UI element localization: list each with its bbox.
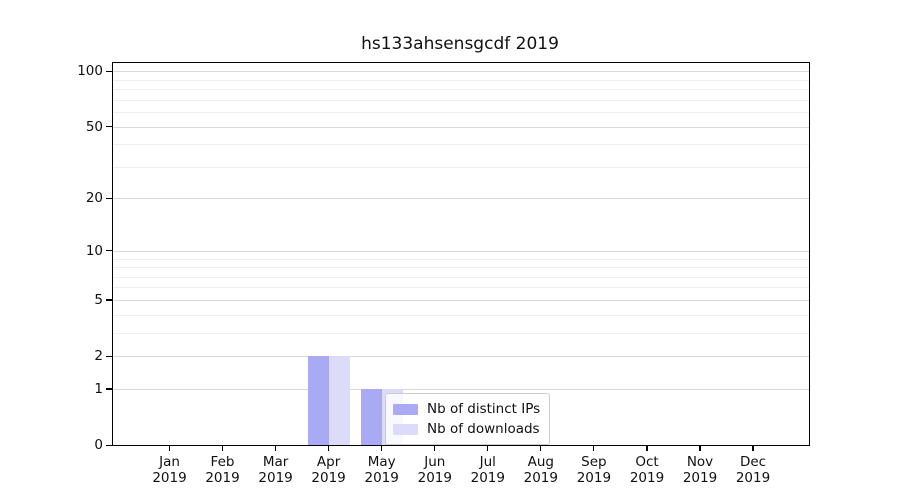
x-tick-mark-aug [540,445,542,451]
chart-title: hs133ahsensgcdf 2019 [361,34,559,54]
y-tick-label-0: 0 [94,437,103,453]
x-tick-label-apr: Apr 2019 [311,454,346,486]
x-tick-label-sep: Sep 2019 [576,454,612,486]
y-tick-mark-100 [106,70,112,72]
x-tick-mark-apr [328,445,330,451]
gridline-minor-y40 [113,144,809,146]
gridline-minor-y9 [113,258,809,260]
gridline-major-y10 [113,250,809,252]
legend-swatch-downloads [393,423,418,435]
y-tick-mark-1 [106,388,112,390]
y-tick-label-2: 2 [94,348,103,364]
legend-label: Nb of downloads [427,421,540,437]
x-tick-label-oct: Oct 2019 [629,454,665,486]
gridline-major-y2 [113,356,809,357]
gridline-minor-y4 [113,314,809,316]
gridline-minor-y70 [113,99,809,101]
x-tick-label-jun: Jun 2019 [417,454,452,486]
gridline-minor-y8 [113,267,809,268]
bar-downloads-apr [328,356,350,445]
y-tick-mark-50 [106,126,112,128]
x-tick-mark-mar [275,445,277,451]
x-tick-label-aug: Aug 2019 [523,454,558,486]
plot-area: 0 1 2 5 10 20 50 100 Jan 2019 Feb 2019 Mar 2019 Ap… [77,62,810,486]
gridline-major-y20 [113,198,809,200]
y-tick-mark-0 [106,444,112,446]
gridline-major-y100 [113,71,809,73]
y-tick-label-50: 50 [85,118,103,135]
gridline-minor-y90 [113,79,809,81]
legend-label: Nb of distinct IPs [427,401,541,417]
gridline-minor-y3 [113,332,809,334]
bar-distinct-ips-may [360,388,382,445]
gridline-major-y50 [113,126,809,128]
legend: Nb of distinct IPs Nb of downloads [385,393,551,445]
x-tick-label-mar: Mar 2019 [258,454,293,486]
x-tick-label-may: May 2019 [364,454,399,486]
gridline-minor-y60 [113,112,809,113]
x-tick-mark-oct [646,445,648,451]
x-tick-mark-sep [593,445,595,451]
y-tick-label-5: 5 [94,291,103,308]
gridline-minor-y6 [113,287,809,289]
x-tick-label-nov: Nov 2019 [682,454,718,486]
y-tick-label-1: 1 [94,380,103,397]
bar-distinct-ips-apr [307,356,329,445]
x-tick-label-dec: Dec 2019 [735,454,771,486]
y-tick-mark-10 [106,250,112,252]
gridline-major-y1 [113,388,809,390]
gridline-major-y5 [113,299,809,301]
x-tick-mark-jan [168,445,171,451]
x-tick-mark-nov [699,445,701,451]
y-tick-label-100: 100 [77,63,103,80]
x-tick-mark-jun [434,445,436,451]
y-tick-mark-5 [106,299,112,301]
x-tick-label-feb: Feb 2019 [205,454,240,486]
legend-item: Nb of downloads [393,419,540,439]
gridline-minor-y80 [113,89,809,90]
y-tick-mark-2 [106,355,112,357]
x-tick-mark-jul [487,445,489,451]
x-tick-mark-feb [222,445,224,451]
legend-item: Nb of distinct IPs [393,399,540,419]
y-tick-label-10: 10 [85,242,103,259]
gridline-minor-y30 [113,166,809,168]
y-tick-mark-20 [106,197,112,200]
x-tick-label-jul: Jul 2019 [470,454,505,486]
gridline-minor-y7 [113,276,809,278]
x-tick-mark-dec [752,445,754,451]
legend-swatch-distinct-ips [393,403,418,415]
x-tick-label-jan: Jan 2019 [152,454,187,486]
x-tick-mark-may [381,445,383,451]
y-tick-label-20: 20 [85,190,103,207]
